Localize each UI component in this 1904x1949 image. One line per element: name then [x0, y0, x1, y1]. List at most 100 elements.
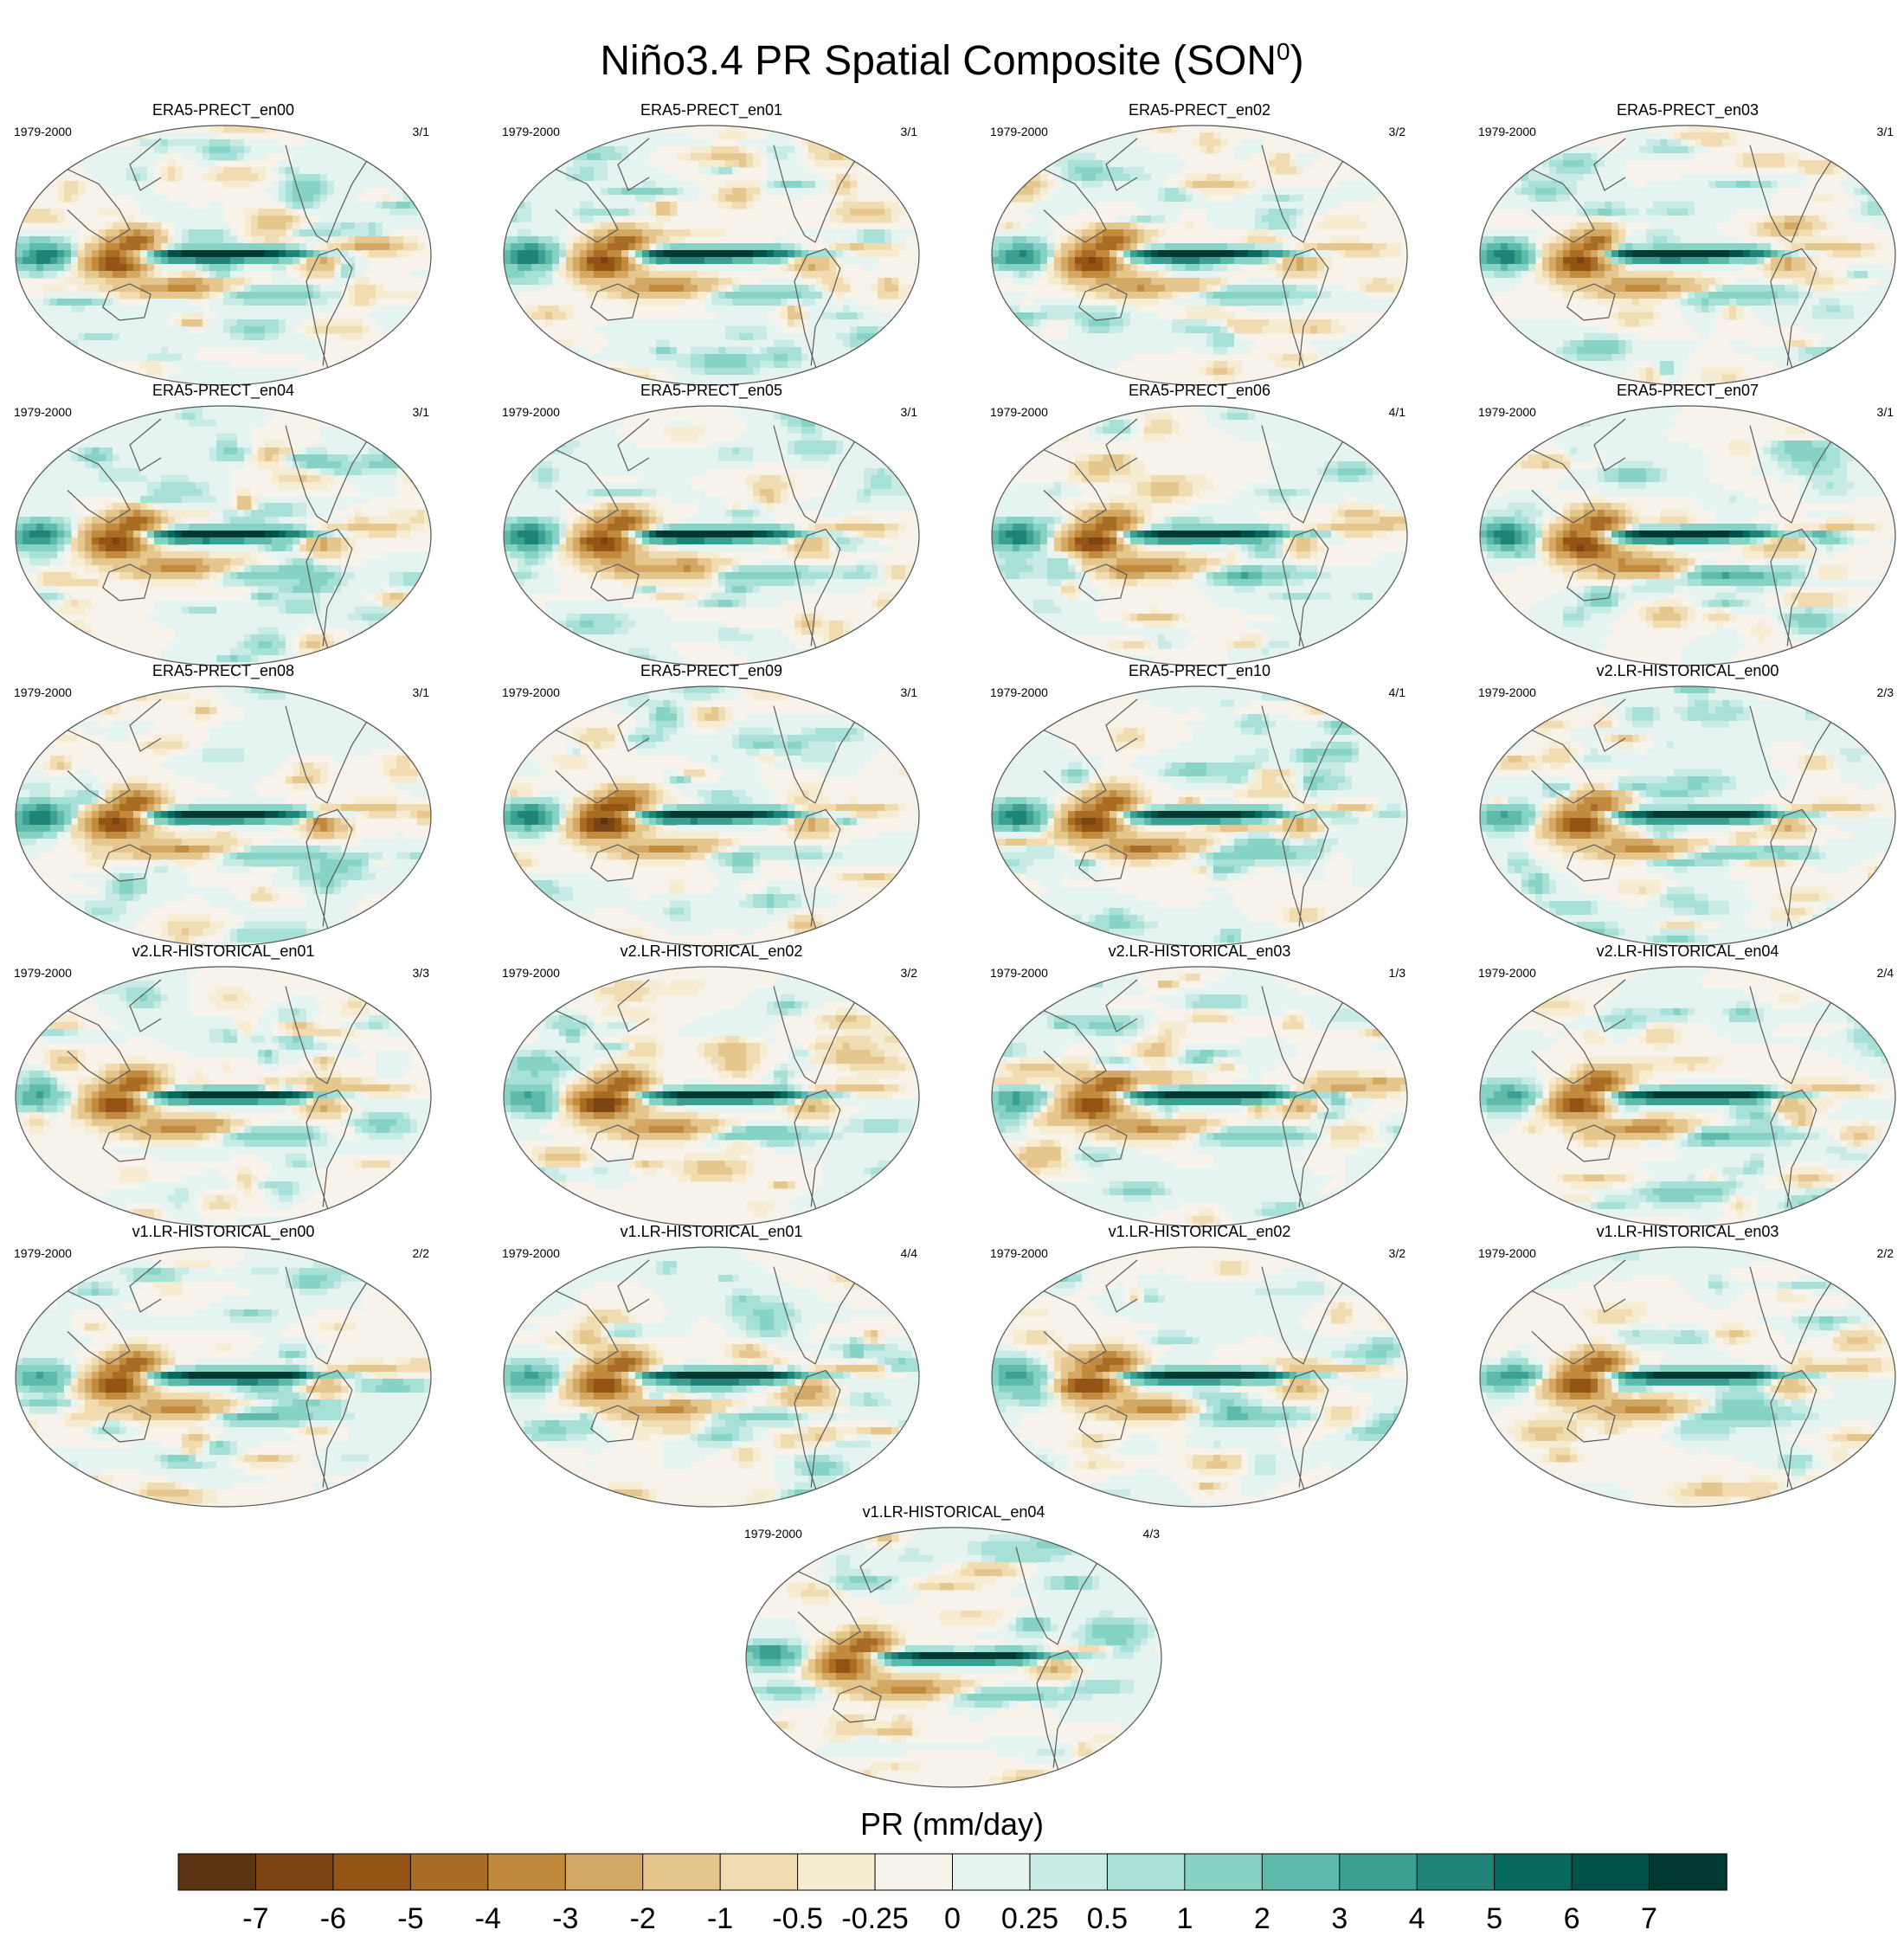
colorbar-tick-label: -2	[630, 1902, 656, 1935]
map-outline	[503, 125, 920, 386]
coastline	[129, 138, 162, 191]
coastline	[1015, 1547, 1100, 1645]
panel-count: 3/1	[901, 125, 918, 138]
coastline	[1261, 425, 1346, 524]
panel-count: 4/1	[1389, 685, 1406, 699]
coastline	[1032, 444, 1107, 524]
coastline	[1593, 418, 1626, 472]
map-outline	[991, 685, 1408, 947]
colorbar-swatch	[1261, 1853, 1341, 1891]
panel-count: 3/2	[1389, 125, 1406, 138]
coastline	[129, 418, 162, 472]
coastline	[787, 1566, 861, 1645]
coastline	[1770, 528, 1817, 659]
panel-count: 2/2	[413, 1246, 430, 1260]
coastline	[1282, 808, 1329, 940]
map-outline	[15, 685, 432, 947]
colorbar-swatch	[1494, 1853, 1573, 1891]
coastline	[773, 705, 858, 804]
colorbar-tick-label: 1	[1176, 1902, 1193, 1935]
panel-count: 4/4	[901, 1246, 918, 1260]
panel-period: 1979-2000	[502, 125, 560, 138]
colorbar-swatch	[797, 1853, 876, 1891]
coastline	[102, 563, 151, 601]
panel-period: 1979-2000	[990, 125, 1048, 138]
coastline	[1566, 844, 1616, 882]
colorbar-tick-label: 0.5	[1087, 1902, 1128, 1935]
coastline	[1593, 979, 1626, 1032]
map-panel: ERA5-PRECT_en04 1979-2000 3/1	[14, 382, 432, 666]
colorbar-swatch	[177, 1853, 257, 1891]
panel-count: 2/2	[1877, 1246, 1894, 1260]
colorbar-tick-label: -4	[475, 1902, 501, 1935]
colorbar-swatch	[1339, 1853, 1418, 1891]
colorbar-swatch	[332, 1853, 412, 1891]
panel-title: v1.LR-HISTORICAL_en02	[1109, 1223, 1291, 1241]
coastline	[544, 1285, 619, 1365]
panel-period: 1979-2000	[990, 1246, 1048, 1260]
coastline	[1282, 248, 1329, 379]
map-panel: ERA5-PRECT_en08 1979-2000 3/1	[14, 662, 432, 947]
map-panel: v1.LR-HISTORICAL_en04 1979-2000 4/3	[744, 1503, 1162, 1788]
coastline	[1521, 444, 1595, 524]
colorbar-swatch	[719, 1853, 799, 1891]
coastline	[102, 1124, 151, 1162]
coastline	[1032, 164, 1107, 243]
chart-title-close: )	[1290, 38, 1304, 84]
coastline	[1521, 1005, 1595, 1084]
coastline	[1032, 724, 1107, 804]
panel-count: 3/1	[413, 685, 430, 699]
map-outline	[503, 685, 920, 947]
panel-period: 1979-2000	[502, 405, 560, 419]
map-panel: ERA5-PRECT_en07 1979-2000 3/1	[1478, 382, 1896, 666]
colorbar-swatch	[1106, 1853, 1186, 1891]
coastline	[617, 1259, 650, 1313]
map-outline	[503, 966, 920, 1227]
map-panel: v2.LR-HISTORICAL_en03 1979-2000 1/3	[990, 942, 1408, 1227]
coastline	[56, 724, 131, 804]
panel-count: 3/1	[901, 405, 918, 419]
coastline	[794, 528, 841, 659]
map-panel: ERA5-PRECT_en10 1979-2000 4/1	[990, 662, 1408, 947]
panel-count: 3/1	[1877, 405, 1894, 419]
colorbar-tick-label: -3	[552, 1902, 578, 1935]
panel-period: 1979-2000	[1478, 685, 1536, 699]
panel-count: 3/1	[413, 125, 430, 138]
panel-period: 1979-2000	[502, 1246, 560, 1260]
coastline	[1105, 418, 1138, 472]
coastline	[1078, 844, 1128, 882]
map-panel: v1.LR-HISTORICAL_en02 1979-2000 3/2	[990, 1223, 1408, 1508]
coastline	[1078, 283, 1128, 321]
coastline	[1770, 248, 1817, 379]
colorbar-swatch	[1571, 1853, 1650, 1891]
map-outline	[1479, 405, 1896, 666]
coastline	[1261, 1266, 1346, 1365]
coastline	[102, 1405, 151, 1443]
panel-title: v2.LR-HISTORICAL_en00	[1597, 662, 1779, 680]
coastline	[1749, 705, 1834, 804]
coastline	[794, 1369, 841, 1501]
coastline	[306, 1089, 353, 1220]
coastline	[544, 444, 619, 524]
colorbar-tick-label: 4	[1409, 1902, 1425, 1935]
chart-title: Niño3.4 PR Spatial Composite (SON0)	[0, 24, 1904, 89]
colorbar-swatch	[409, 1853, 489, 1891]
coastline	[833, 1685, 882, 1723]
map-outline	[15, 1246, 432, 1508]
coastline	[56, 164, 131, 243]
panel-title: ERA5-PRECT_en07	[1617, 382, 1759, 400]
map-panel: v2.LR-HISTORICAL_en00 1979-2000 2/3	[1478, 662, 1896, 947]
coastline	[306, 248, 353, 379]
map-outline	[15, 405, 432, 666]
panel-title: ERA5-PRECT_en06	[1129, 382, 1270, 400]
coastline	[590, 283, 640, 321]
coastline	[590, 1124, 640, 1162]
map-field	[1480, 125, 1895, 385]
coastline	[56, 1005, 131, 1084]
panel-title: ERA5-PRECT_en02	[1129, 101, 1270, 119]
map-outline	[1479, 966, 1896, 1227]
coastline	[285, 1266, 370, 1365]
panel-period: 1979-2000	[502, 685, 560, 699]
map-outline	[503, 405, 920, 666]
colorbar-tick-label: -0.5	[772, 1902, 823, 1935]
